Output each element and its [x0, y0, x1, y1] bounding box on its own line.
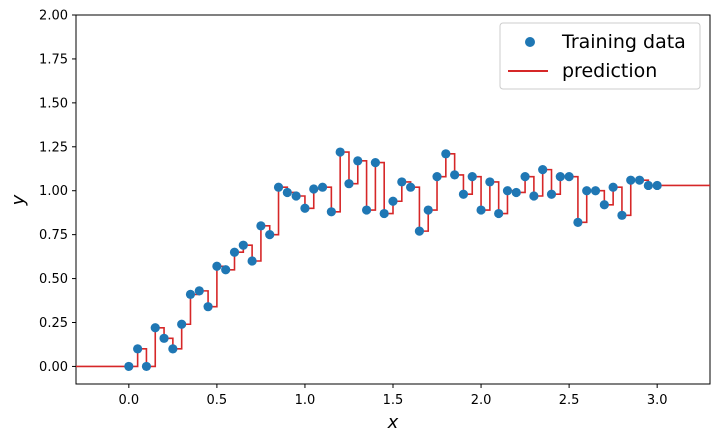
training-data-point: [168, 344, 178, 354]
y-tick-label: 0.50: [39, 272, 68, 287]
y-tick-label: 1.50: [39, 96, 68, 111]
training-data-point: [450, 170, 460, 180]
training-data-point: [212, 261, 222, 271]
y-tick-label: 0.00: [39, 360, 68, 375]
training-data-point: [564, 172, 574, 182]
training-data-point: [177, 319, 187, 329]
training-data-point: [370, 158, 380, 168]
y-axis-ticks: 0.00 0.25 0.50 0.75 1.00 1.25 1.50 1.75 2.00: [39, 9, 76, 375]
training-data-point: [441, 149, 451, 159]
training-data-point: [502, 186, 513, 196]
training-data-point: [388, 196, 398, 206]
training-data-point: [133, 344, 143, 354]
training-data-point: [247, 256, 257, 266]
training-data-point: [520, 172, 530, 182]
training-data-point: [238, 240, 248, 250]
training-data-point: [282, 187, 292, 198]
training-data-point: [194, 286, 204, 296]
training-data-point: [458, 189, 469, 199]
legend-marker-training-data: [525, 37, 535, 47]
training-data-point: [229, 247, 240, 257]
training-data-point: [300, 203, 310, 213]
training-data-point: [265, 230, 275, 240]
plot-area: [76, 147, 710, 372]
training-data-point: [256, 221, 266, 231]
training-data-point: [361, 205, 372, 215]
training-data-point: [159, 333, 169, 343]
training-data-point: [511, 187, 521, 198]
x-tick-label: 1.0: [295, 393, 316, 408]
legend-label-prediction: prediction: [562, 60, 657, 82]
training-data-point: [652, 180, 662, 191]
legend: Training data prediction: [499, 22, 701, 90]
training-data-point: [124, 361, 134, 372]
training-data-point: [476, 205, 486, 215]
y-axis-label: y: [8, 194, 29, 206]
legend-label-training-data: Training data: [561, 31, 686, 53]
training-data-point: [467, 172, 477, 182]
legend-box: [499, 22, 701, 90]
training-data-point: [150, 323, 160, 333]
y-tick-label: 1.75: [39, 52, 68, 67]
training-data-point: [291, 191, 301, 201]
x-tick-label: 2.0: [471, 393, 492, 408]
y-tick-label: 1.00: [39, 184, 68, 199]
x-tick-label: 0.0: [118, 393, 139, 408]
training-data-point: [590, 186, 601, 196]
x-tick-label: 3.0: [647, 393, 668, 408]
training-data-point: [221, 265, 231, 275]
y-tick-label: 0.25: [39, 316, 68, 331]
training-data-point: [538, 165, 548, 175]
training-data-point: [379, 208, 389, 219]
x-tick-label: 2.5: [559, 393, 580, 408]
x-axis-ticks: 0.0 0.5 1.0 1.5 2.0 2.5 3.0: [118, 384, 668, 408]
training-data-point: [555, 172, 565, 182]
training-data-point: [643, 180, 653, 191]
training-data-point: [309, 184, 319, 194]
training-data-point: [608, 182, 618, 192]
training-data-point: [203, 302, 213, 312]
training-data-point: [529, 191, 539, 201]
y-tick-label: 1.25: [39, 140, 68, 155]
x-tick-label: 1.5: [383, 393, 404, 408]
y-tick-label: 2.00: [39, 9, 68, 24]
training-data-point: [414, 226, 425, 236]
training-data-point: [617, 210, 627, 220]
training-data-point: [353, 156, 363, 166]
training-data-point: [406, 182, 416, 192]
training-data-point: [326, 207, 336, 217]
training-data-point: [582, 186, 592, 196]
training-data-point: [573, 217, 583, 227]
training-data-point: [546, 189, 557, 199]
training-data-point: [494, 208, 504, 219]
training-data-point: [485, 177, 495, 187]
training-data-point: [634, 175, 645, 185]
training-data-point: [423, 205, 433, 215]
training-data-point: [397, 177, 407, 187]
training-data-point: [317, 182, 328, 192]
x-axis-label: x: [387, 412, 399, 433]
training-data-point: [141, 361, 152, 372]
x-tick-label: 0.5: [207, 393, 228, 408]
training-data-point: [344, 179, 354, 189]
training-data-point: [185, 289, 196, 299]
y-tick-label: 0.75: [39, 228, 68, 243]
training-data-point: [599, 200, 609, 210]
training-data-point: [432, 172, 442, 182]
training-data-point: [335, 147, 345, 157]
training-data-point: [273, 182, 284, 192]
training-data-point: [626, 175, 636, 185]
